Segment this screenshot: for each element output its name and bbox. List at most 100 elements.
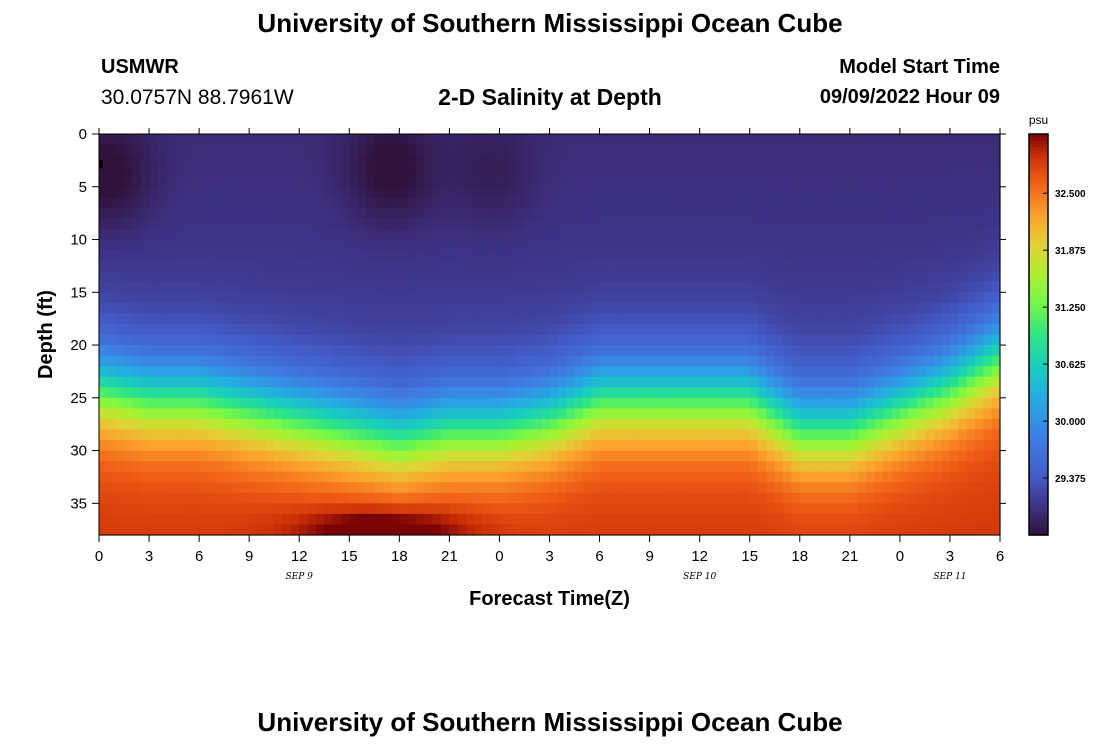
heatmap-cell bbox=[315, 323, 325, 336]
heatmap-cell bbox=[115, 313, 125, 325]
heatmap-cell bbox=[774, 429, 784, 441]
heatmap-cell bbox=[766, 450, 776, 462]
heatmap-cell bbox=[783, 197, 793, 209]
y-tick-label: 20 bbox=[70, 337, 87, 354]
heatmap-cell bbox=[616, 302, 626, 314]
heatmap-cell bbox=[799, 186, 809, 198]
heatmap-cell bbox=[199, 239, 209, 251]
heatmap-cell bbox=[182, 228, 192, 241]
heatmap-cell bbox=[140, 503, 150, 515]
heatmap-cell bbox=[457, 134, 467, 146]
heatmap-cell bbox=[340, 408, 350, 420]
heatmap-cell bbox=[874, 271, 884, 283]
heatmap-cell bbox=[307, 176, 317, 188]
heatmap-cell bbox=[566, 197, 576, 209]
heatmap-cell bbox=[591, 260, 601, 272]
heatmap-cell bbox=[374, 313, 384, 325]
heatmap-cell bbox=[99, 271, 108, 283]
heatmap-cell bbox=[99, 355, 108, 367]
heatmap-cell bbox=[324, 228, 334, 241]
heatmap-cell bbox=[541, 450, 551, 462]
heatmap-cell bbox=[574, 144, 584, 156]
heatmap-cell bbox=[616, 524, 626, 536]
heatmap-cell bbox=[174, 366, 184, 378]
heatmap-cell bbox=[365, 366, 375, 378]
heatmap-cell bbox=[949, 482, 959, 494]
heatmap-cell bbox=[282, 524, 292, 536]
heatmap-cell bbox=[974, 260, 984, 272]
heatmap-cell bbox=[958, 165, 968, 177]
heatmap-cell bbox=[641, 144, 651, 156]
heatmap-cell bbox=[174, 355, 184, 367]
heatmap-cell bbox=[140, 482, 150, 494]
heatmap-cell bbox=[991, 239, 1001, 251]
heatmap-cell bbox=[974, 376, 984, 388]
heatmap-cell bbox=[224, 155, 234, 167]
heatmap-cell bbox=[699, 471, 709, 483]
heatmap-cell bbox=[582, 292, 592, 304]
heatmap-cell bbox=[724, 397, 734, 409]
heatmap-cell bbox=[883, 155, 893, 167]
heatmap-cell bbox=[557, 408, 567, 420]
heatmap-cell bbox=[174, 323, 184, 336]
heatmap-cell bbox=[407, 461, 417, 473]
heatmap-cell bbox=[466, 334, 476, 346]
heatmap-cell bbox=[708, 292, 717, 304]
heatmap-cell bbox=[215, 482, 225, 494]
heatmap-cell bbox=[232, 503, 242, 515]
heatmap-cell bbox=[958, 323, 968, 336]
heatmap-cell bbox=[165, 440, 175, 452]
heatmap-cell bbox=[265, 492, 275, 504]
heatmap-cell bbox=[774, 207, 784, 220]
heatmap-cell bbox=[182, 207, 192, 220]
heatmap-cell bbox=[441, 186, 450, 198]
heatmap-cell bbox=[624, 281, 634, 293]
heatmap-cell bbox=[966, 323, 976, 336]
heatmap-cell bbox=[991, 302, 1001, 314]
heatmap-cell bbox=[532, 186, 542, 198]
heatmap-cell bbox=[274, 302, 284, 314]
heatmap-cell bbox=[641, 271, 651, 283]
heatmap-cell bbox=[140, 250, 150, 262]
colorbar-swatch bbox=[1029, 381, 1048, 386]
heatmap-cell bbox=[949, 408, 959, 420]
heatmap-cell bbox=[616, 461, 626, 473]
heatmap-cell bbox=[349, 345, 359, 357]
heatmap-cell bbox=[240, 218, 250, 230]
colorbar-swatch bbox=[1029, 351, 1048, 356]
heatmap-cell bbox=[449, 292, 459, 304]
heatmap-cell bbox=[699, 334, 709, 346]
heatmap-cell bbox=[474, 429, 484, 441]
heatmap-cell bbox=[491, 387, 501, 399]
heatmap-cell bbox=[140, 387, 150, 399]
heatmap-cell bbox=[115, 250, 125, 262]
heatmap-cell bbox=[657, 408, 667, 420]
heatmap-cell bbox=[641, 260, 651, 272]
heatmap-cell bbox=[858, 260, 868, 272]
heatmap-cell bbox=[407, 155, 417, 167]
heatmap-cell bbox=[357, 461, 367, 473]
heatmap-cell bbox=[741, 418, 751, 431]
heatmap-cell bbox=[641, 408, 651, 420]
heatmap-cell bbox=[340, 366, 350, 378]
heatmap-cell bbox=[899, 250, 909, 262]
heatmap-cell bbox=[541, 418, 551, 431]
heatmap-cell bbox=[908, 503, 918, 515]
heatmap-cell bbox=[758, 176, 767, 188]
heatmap-cell bbox=[674, 186, 684, 198]
heatmap-cell bbox=[682, 239, 692, 251]
heatmap-cell bbox=[257, 323, 267, 336]
x-axis-label: Forecast Time(Z) bbox=[469, 588, 630, 610]
heatmap-cell bbox=[682, 197, 692, 209]
heatmap-cell bbox=[766, 134, 776, 146]
heatmap-cell bbox=[132, 271, 142, 283]
heatmap-cell bbox=[232, 186, 242, 198]
heatmap-cell bbox=[416, 492, 425, 504]
heatmap-cell bbox=[783, 471, 793, 483]
heatmap-cell bbox=[99, 482, 108, 494]
heatmap-cell bbox=[791, 429, 801, 441]
heatmap-cell bbox=[682, 440, 692, 452]
heatmap-cell bbox=[899, 418, 909, 431]
heatmap-cell bbox=[524, 144, 534, 156]
heatmap-cell bbox=[182, 197, 192, 209]
